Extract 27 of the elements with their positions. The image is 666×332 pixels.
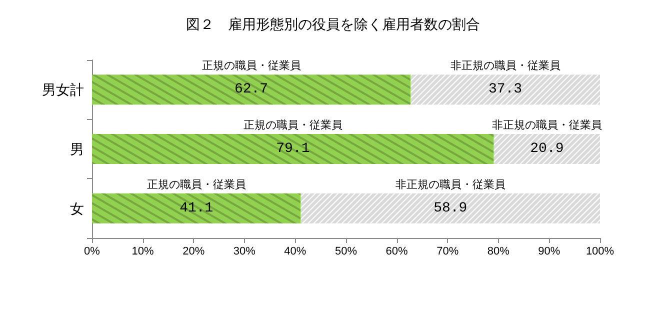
chart-title: 図２ 雇用形態別の役員を除く雇用者数の割合 — [186, 16, 480, 32]
series-label: 非正規の職員・従業員 — [450, 59, 560, 72]
text: 非正規の職員・従業員 — [492, 120, 602, 132]
y-tick-label: 男 — [70, 141, 84, 157]
data-label: 62.7 — [234, 82, 268, 98]
text: 非正規の職員・従業員 — [395, 178, 506, 191]
x-tick-label: 60% — [386, 246, 408, 258]
x-tick-label: 100% — [586, 246, 614, 258]
x-tick-label: 10% — [132, 246, 154, 258]
text: 正規の職員・従業員 — [146, 178, 246, 191]
x-tick-label: 50% — [334, 246, 358, 258]
data-label: 37.3 — [488, 82, 522, 98]
data-label: 41.1 — [180, 200, 214, 216]
data-label: 79.1 — [276, 141, 310, 157]
series-label: 正規の職員・従業員 — [202, 59, 301, 72]
x-tick-label: 20% — [182, 246, 205, 258]
data-label: 58.9 — [434, 200, 468, 216]
x-tick-label: 90% — [538, 246, 560, 258]
x-tick-label: 70% — [436, 246, 459, 258]
y-tick-label: 女 — [70, 200, 84, 216]
y-tick-label: 男女計 — [42, 82, 84, 98]
x-tick-label: 40% — [284, 246, 306, 258]
data-label: 20.9 — [530, 141, 564, 157]
x-tick-label: 80% — [487, 246, 510, 258]
x-tick-label: 0% — [84, 246, 100, 258]
text: 正規の職員・従業員 — [243, 120, 342, 132]
x-tick-label: 30% — [233, 246, 256, 258]
